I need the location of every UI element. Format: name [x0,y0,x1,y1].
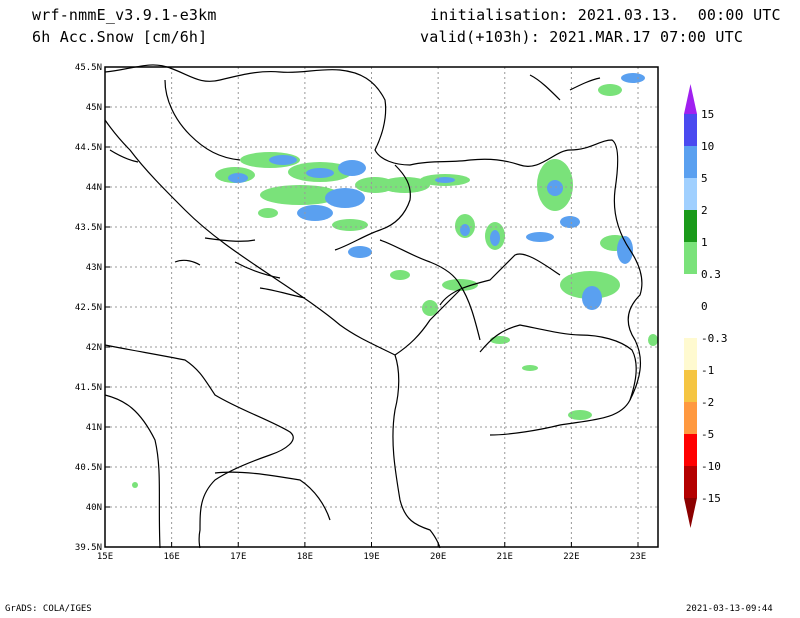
legend-box [684,370,697,402]
legend-level-label: 1 [701,236,708,249]
y-tick-label: 41N [86,423,102,433]
x-tick-label: 17E [230,552,246,562]
y-tick-label: 42N [86,343,102,353]
legend-box [684,466,697,498]
legend-level-label: 2 [701,204,708,217]
snow-shading [132,73,658,488]
legend-level-label: 5 [701,172,708,185]
legend-level-label: 10 [701,140,714,153]
x-tick-label: 16E [163,552,179,562]
legend-level-label: -2 [701,396,714,409]
x-tick-label: 23E [630,552,646,562]
y-tick-label: 45N [86,103,102,113]
legend-level-label: -0.3 [701,332,728,345]
legend-box [684,306,697,338]
y-tick-label: 40N [86,503,102,513]
legend-box [684,242,697,274]
legend-level-label: -1 [701,364,714,377]
legend-level-label: -15 [701,492,721,505]
x-tick-label: 22E [563,552,579,562]
legend-box [684,338,697,370]
y-tick-label: 41.5N [75,383,102,393]
y-tick-label: 44N [86,183,102,193]
x-tick-label: 15E [97,552,113,562]
valid-time: valid(+103h): 2021.MAR.17 07:00 UTC [420,28,744,46]
y-tick-label: 39.5N [75,543,102,553]
y-tick-label: 40.5N [75,463,102,473]
legend-box [684,274,697,306]
legend-box [684,402,697,434]
color-legend: 15 10 5 2 1 0.3 0 -0.3 -1 -2 -5 -10 -15 [684,84,728,528]
legend-box [684,146,697,178]
legend-box [684,434,697,466]
legend-box [684,210,697,242]
legend-level-label: -5 [701,428,714,441]
y-tick-label: 43N [86,263,102,273]
y-axis-ticks: 39.5N 40N 40.5N 41N 41.5N 42N 42.5N 43N 43.5N 44N… [75,63,110,553]
legend-cap-top [684,84,697,114]
y-tick-label: 42.5N [75,303,102,313]
legend-cap-bottom [684,498,697,528]
legend-box [684,178,697,210]
legend-box [684,114,697,146]
grid-lines [105,67,658,547]
x-tick-label: 20E [430,552,446,562]
plot-frame [104,66,659,548]
field-title: 6h Acc.Snow [cm/6h] [32,28,208,46]
legend-level-label: 15 [701,108,714,121]
x-axis-ticks: 15E 16E 17E 18E 19E 20E 21E 22E 23E [97,542,646,562]
footer-timestamp: 2021-03-13-09:44 [686,604,773,614]
footer-credit: GrADS: COLA/IGES [5,604,92,614]
legend-level-label: -10 [701,460,721,473]
legend-level-label: 0 [701,300,708,313]
x-tick-label: 18E [297,552,313,562]
y-tick-label: 45.5N [75,63,102,73]
x-tick-label: 19E [363,552,379,562]
legend-level-label: 0.3 [701,268,721,281]
x-tick-label: 21E [497,552,513,562]
coastlines-borders [104,64,643,549]
y-tick-label: 43.5N [75,223,102,233]
y-tick-label: 44.5N [75,143,102,153]
model-title: wrf-nmmE_v3.9.1-e3km [32,6,217,24]
init-time: initialisation: 2021.03.13. 00:00 UTC [430,6,781,24]
